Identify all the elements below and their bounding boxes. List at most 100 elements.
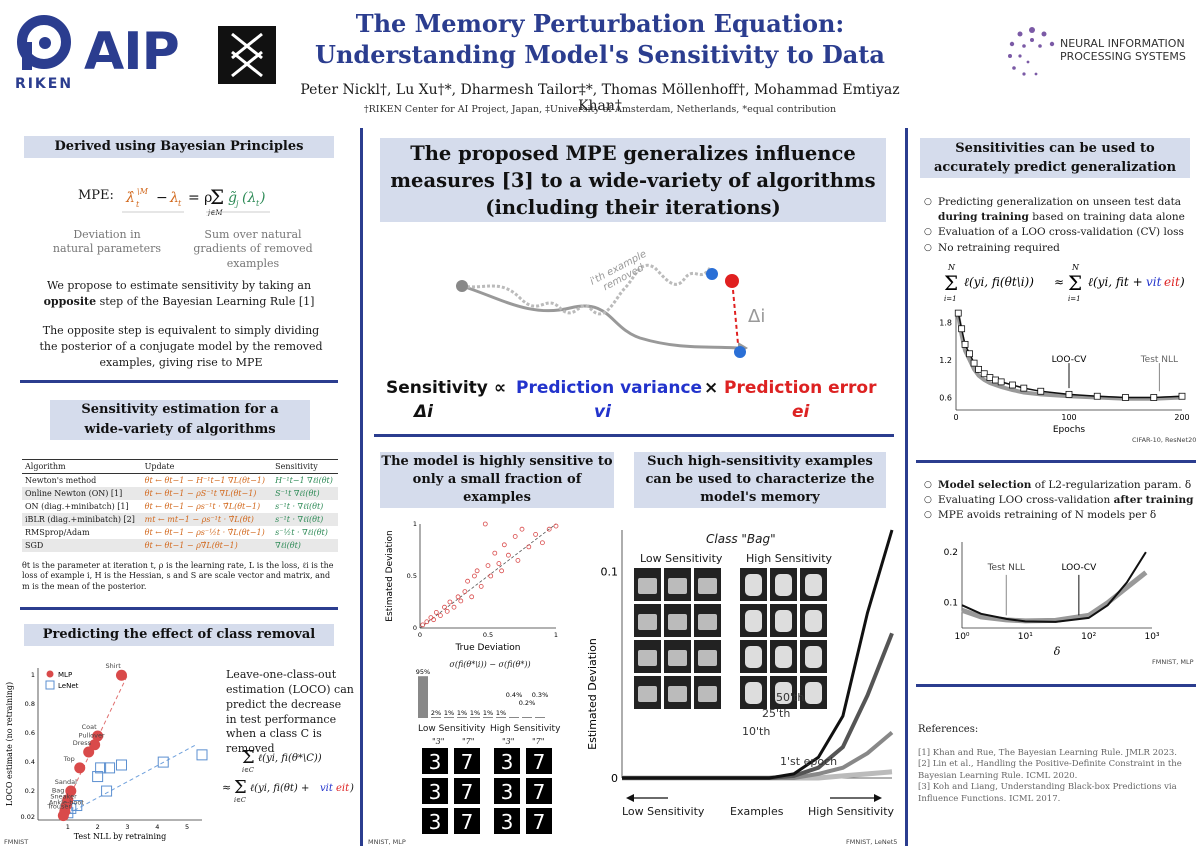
- svg-text:): ): [1179, 275, 1185, 289]
- y-axis-title: Estimated Deviation: [385, 530, 395, 621]
- loo-cv-marker: [975, 365, 982, 373]
- memory-high-label: High Sensitivity: [746, 552, 833, 565]
- x-axis-title: Test NLL by retraining: [74, 832, 167, 841]
- legend-mlp-marker: [46, 670, 54, 678]
- gen-dataset-label: CIFAR-10, ResNet20: [1132, 436, 1197, 444]
- histogram: 95% 2% 1% 1% 1% 1% 1% 0.4% 0.2% 0.3%: [410, 660, 566, 720]
- y-tick-label: 1.2: [939, 356, 952, 365]
- digit-tile: [494, 778, 520, 804]
- bullet-bold: Model selection: [938, 479, 1032, 491]
- svg-text:i=1: i=1: [1068, 295, 1081, 303]
- scatter-point: [458, 598, 464, 604]
- ref-item: [3] Koh and Liang, Understanding Black-b…: [918, 782, 1177, 804]
- svg-text:Σ: Σ: [210, 185, 224, 209]
- model-sel-bullets: Model selection of L2-regularization par…: [924, 478, 1196, 524]
- riken-logo-text: RIKEN: [14, 76, 74, 92]
- loo-cv-marker: [1009, 381, 1016, 389]
- algo-update: θt ← θt−1 − H⁻¹t−1 ∇L(θt−1): [144, 476, 266, 485]
- hist-bar: [483, 717, 493, 718]
- affiliations: †RIKEN Center for AI Project, Japan, ‡Un…: [363, 104, 837, 115]
- header-update: Update: [141, 459, 273, 474]
- scatter-point: [526, 544, 532, 550]
- series-label: 1'st epoch: [780, 755, 837, 768]
- title-line-1: The Memory Perturbation Equation:: [355, 9, 845, 38]
- algo-name: SGD: [22, 539, 142, 552]
- table-row: iBLR (diag.+minibatch) [2] mt ← mt−1 − ρs…: [22, 513, 338, 526]
- hist-bar: [431, 717, 441, 718]
- bag-glyph: [805, 574, 822, 596]
- svg-text:i=1: i=1: [944, 295, 957, 303]
- algo-sensitivity: ∇ℓi(θt): [272, 539, 338, 552]
- bag-glyph: [668, 578, 687, 594]
- gen-bullet: No retraining required: [924, 241, 1194, 256]
- epochs-chart-svg: 0 100 200 0.6 1.2 1.8 LOO-CV Test NLL Epochs: [939, 309, 1190, 435]
- svg-text:vit: vit: [1146, 275, 1162, 289]
- bag-glyph: [668, 650, 687, 666]
- mnist-label-3b: "3": [502, 737, 515, 746]
- digit-tile: [494, 748, 520, 774]
- digit-glyph: 7: [461, 780, 474, 804]
- algo-sensitivity: s⁻½t · ∇ℓi(θt): [275, 528, 328, 537]
- sens-word: Sensitivity: [386, 378, 488, 398]
- poster-title: The Memory Perturbation Equation: Unders…: [290, 8, 910, 70]
- algo-sensitivity: H⁻¹t−1 ∇ℓi(θt): [275, 476, 333, 485]
- loo-cv-marker: [1093, 392, 1101, 400]
- y-tick-label: 0.02: [21, 813, 35, 821]
- y-tick-label: 0.6: [25, 729, 35, 737]
- x-tick-label: 0: [953, 413, 958, 422]
- loo-cv-marker: [1065, 390, 1073, 398]
- digit-glyph: 3: [429, 750, 442, 774]
- loo-cv-marker: [1037, 387, 1045, 395]
- point-label: Coat: [82, 723, 97, 731]
- svg-text:eit: eit: [1164, 275, 1180, 289]
- x-tick-label: 10²: [1081, 632, 1096, 642]
- ref-item: [1] Khan and Rue, The Bayesian Learning …: [918, 748, 1177, 758]
- removal-dataset-label: FMNIST: [4, 838, 29, 846]
- svg-text:ℓ(yi, fi(θt\i)): ℓ(yi, fi(θt\i)): [964, 275, 1034, 289]
- x-tick-label: 0.5: [483, 631, 493, 639]
- digit-glyph: 3: [429, 780, 442, 804]
- loo-cv-marker: [970, 359, 978, 367]
- digit-tile: [454, 778, 480, 804]
- svg-text:vit: vit: [320, 783, 334, 794]
- algo-name: Newton's method: [25, 476, 97, 485]
- bayes-para-1-bold: opposite: [43, 294, 97, 308]
- center-divider: [374, 434, 894, 437]
- mlp-fit-line: [61, 675, 128, 813]
- test-nll-line: [961, 570, 1148, 624]
- mlp-point: [65, 785, 77, 797]
- hist-bar: [470, 717, 480, 718]
- mlp-point: [92, 730, 104, 742]
- y-tick-label: 0.2: [25, 787, 35, 795]
- algo-name: iBLR (diag.+minibatch) [2]: [22, 513, 142, 526]
- bullet-pre: No retraining required: [938, 241, 1060, 254]
- scatter-point: [424, 619, 430, 625]
- right-divider-2: [916, 684, 1196, 687]
- hist-bar-label: 0.3%: [532, 691, 549, 699]
- bag-glyph: [698, 650, 717, 666]
- digit-glyph: 3: [429, 810, 442, 834]
- left-divider-2: [20, 607, 338, 610]
- bag-glyph: [775, 646, 792, 668]
- legend-lenet-label: LeNet: [58, 682, 79, 690]
- caption-natural-gradients: Sum over natural gradients of removed ex…: [193, 228, 313, 270]
- series-line: [622, 529, 894, 780]
- algo-sensitivity: S⁻¹t ∇ℓi(θt): [272, 487, 338, 500]
- bag-glyph: [638, 686, 657, 702]
- scatter-point: [546, 526, 552, 532]
- mnist-low-label: Low Sensitivity: [418, 724, 486, 734]
- digit-tile: [454, 808, 480, 834]
- hist-bar-label: 1%: [470, 709, 480, 717]
- bag-glyph: [775, 682, 792, 704]
- mpe-formula-graphic: λ̂ \M t − λ t = ρ Σ j∈M g̃ j (λ t ): [122, 185, 270, 216]
- ref-item: [2] Lin et al., Handling the Positive-De…: [918, 759, 1182, 781]
- mnist-label-3a: "3": [432, 737, 445, 746]
- scatter-point: [465, 578, 470, 584]
- bag-glyph: [698, 578, 717, 594]
- y-tick-label: 0.6: [939, 394, 952, 403]
- histogram-svg: 95%2% 1% 1% 1% 1% 1%0.4%0.2%0.3%: [416, 668, 549, 718]
- digit-glyph: 3: [501, 750, 514, 774]
- lenet-point: [95, 762, 107, 774]
- sparse-dataset-label: MNIST, MLP: [368, 838, 406, 846]
- loo-cv-marker: [997, 378, 1005, 386]
